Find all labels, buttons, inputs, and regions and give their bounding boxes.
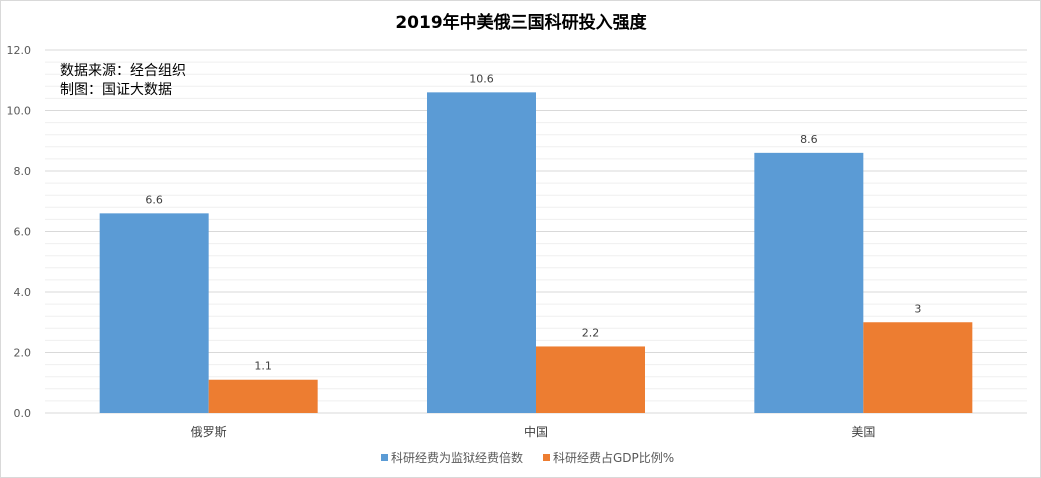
x-axis: 俄罗斯 中国 美国 [191,424,876,439]
chart-title: 2019年中美俄三国科研投入强度 [395,12,647,33]
y-tick-label: 2.0 [14,347,32,360]
y-tick-label: 0.0 [14,407,32,420]
bar-series-1 [99,213,209,413]
y-tick-label: 6.0 [14,226,32,239]
y-tick-label: 4.0 [14,286,32,299]
data-label: 10.6 [469,72,494,85]
legend-label-series-1: 科研经费为监狱经费倍数 [391,450,523,465]
credit-note: 制图：国证大数据 [60,82,172,98]
y-axis: 0.0 2.0 4.0 6.0 8.0 10.0 12.0 [7,44,32,420]
y-tick-label: 12.0 [7,44,32,57]
x-tick-label: 美国 [851,425,875,439]
bar-series-2 [208,379,318,413]
source-note: 数据来源：经合组织 [60,63,186,79]
data-label: 8.6 [800,133,818,146]
legend-label-series-2: 科研经费占GDP比例% [553,450,674,465]
y-tick-label: 8.0 [14,165,32,178]
bars: 6.6 1.1 10.6 2.2 8.6 3 [99,72,973,413]
x-tick-label: 中国 [524,424,548,439]
legend-swatch-series-2 [543,454,550,461]
data-label: 6.6 [145,193,163,206]
y-tick-label: 10.0 [7,105,32,118]
legend-swatch-series-1 [381,454,388,461]
bar-series-1 [754,152,864,413]
bar-series-1 [427,92,536,413]
bar-series-2 [536,346,645,413]
legend: 科研经费为监狱经费倍数 科研经费占GDP比例% [381,450,674,465]
data-label: 2.2 [582,326,600,339]
data-label: 3 [914,302,921,315]
bar-series-2 [863,322,973,413]
data-label: 1.1 [254,360,272,373]
x-tick-label: 俄罗斯 [191,425,227,439]
